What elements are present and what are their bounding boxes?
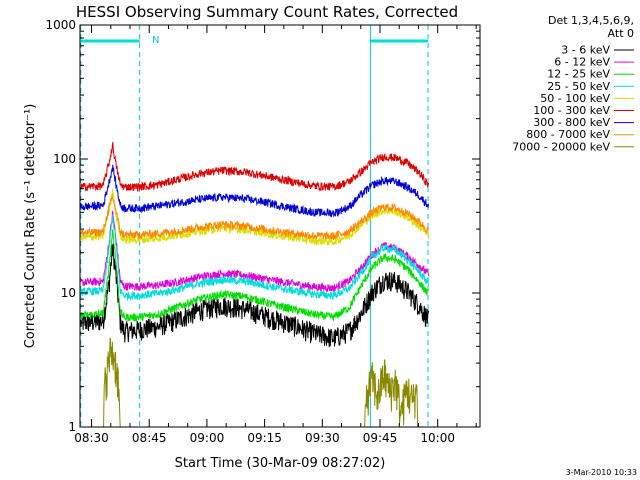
- legend-label-0: 3 - 6 keV: [561, 44, 610, 57]
- series-8: [80, 337, 429, 428]
- legend-label-6: 300 - 800 keV: [533, 116, 610, 129]
- x-tick-label: 09:30: [305, 431, 340, 445]
- plot-frame: [79, 24, 481, 428]
- series-line-1: [80, 210, 429, 293]
- observing-intervals: [80, 25, 429, 427]
- legend-title-line-2: Att 0: [608, 27, 634, 40]
- legend-label-1: 6 - 12 keV: [554, 56, 610, 69]
- legend-label-2: 12 - 25 keV: [547, 68, 610, 81]
- x-tick-label: 08:30: [74, 431, 109, 445]
- legend-title-line-1: Det 1,3,4,5,6,9,: [548, 14, 634, 27]
- series-line-2: [80, 229, 429, 322]
- series-line-5: [80, 142, 429, 192]
- y-tick-label: 1000: [45, 18, 76, 32]
- y-tick-label: 10: [61, 286, 76, 300]
- y-tick-label: 1: [68, 420, 76, 434]
- series-line-0: [80, 243, 429, 348]
- legend-label-3: 25 - 50 keV: [547, 80, 610, 93]
- timestamp: 3-Mar-2010 10:33: [566, 468, 637, 477]
- y-axis: 1 10 100 1000: [45, 18, 480, 434]
- x-axis: 08:30 08:45 09:00 09:15 09:30 09:45 10:00: [74, 25, 477, 445]
- x-tick-label: 08:45: [132, 431, 167, 445]
- series-5: [80, 142, 429, 192]
- series-1: [80, 210, 429, 293]
- y-tick-label: 100: [53, 152, 76, 166]
- legend-label-7: 800 - 7000 keV: [526, 128, 610, 141]
- series-6: [80, 164, 429, 218]
- series-7: [80, 196, 429, 241]
- series-line-8: [80, 337, 429, 428]
- series-3: [80, 214, 429, 302]
- series-0: [80, 243, 429, 348]
- series-2: [80, 229, 429, 322]
- legend-label-4: 50 - 100 keV: [540, 92, 610, 105]
- series-line-3: [80, 214, 429, 302]
- x-tick-label: 10:00: [420, 431, 455, 445]
- series-line-7: [80, 196, 429, 241]
- y-axis-label: Corrected Count Rate (s⁻¹ detector⁻¹): [23, 104, 38, 349]
- x-tick-label: 09:15: [247, 431, 282, 445]
- series-layer: [80, 142, 429, 428]
- chart-title: HESSI Observing Summary Count Rates, Cor…: [76, 3, 458, 21]
- legend-label-5: 100 - 300 keV: [533, 104, 610, 117]
- x-tick-label: 09:45: [363, 431, 398, 445]
- series-line-6: [80, 164, 429, 218]
- legend-label-8: 7000 - 20000 keV: [512, 140, 610, 153]
- x-axis-label: Start Time (30-Mar-09 08:27:02): [175, 456, 386, 471]
- annotation-n: N: [152, 35, 159, 46]
- x-tick-label: 09:00: [190, 431, 225, 445]
